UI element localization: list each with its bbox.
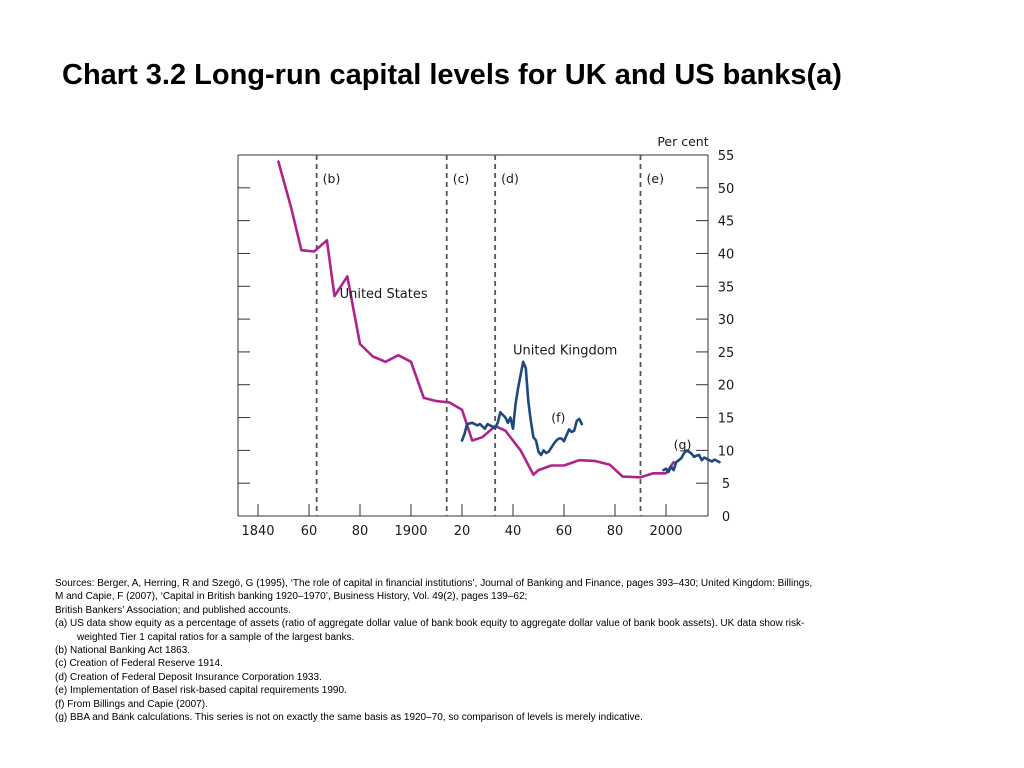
- x-tick-label: 80: [607, 524, 624, 539]
- x-tick-label: 1840: [241, 524, 274, 539]
- source-line: Sources: Berger, A, Herring, R and Szegö…: [55, 578, 813, 589]
- x-tick-label: 60: [556, 524, 573, 539]
- y-tick-label: 50: [718, 182, 735, 197]
- y-tick-label: 30: [718, 313, 735, 328]
- y-tick-label: 40: [718, 247, 735, 262]
- x-tick-label: 80: [352, 524, 369, 539]
- chart-labels: United States United Kingdom (f) (g): [340, 287, 692, 452]
- reference-line-label: (b): [323, 171, 341, 186]
- source-line: British Bankers’ Association; and publis…: [55, 604, 291, 616]
- reference-line-label: (c): [453, 171, 470, 186]
- y-tick-label: 10: [718, 444, 735, 459]
- source-notes: Sources: Berger, A, Herring, R and Szegö…: [55, 577, 955, 724]
- annotation-label: (f): [551, 410, 565, 425]
- footnote-f: (f) From Billings and Capie (2007).: [55, 698, 208, 710]
- reference-line-label: (d): [501, 171, 519, 186]
- x-tick-label: 20: [454, 524, 471, 539]
- y-tick-label: 35: [718, 280, 735, 295]
- y-axis-label: Per cent: [657, 134, 708, 149]
- series-label: United States: [340, 287, 428, 302]
- footnote-c: (c) Creation of Federal Reserve 1914.: [55, 658, 223, 670]
- series-line: [277, 160, 675, 479]
- x-tick-label: 60: [301, 524, 318, 539]
- y-tick-label: 0: [722, 510, 730, 525]
- series-line: [662, 449, 721, 474]
- plot-frame: [237, 154, 709, 517]
- x-tick-label: 2000: [649, 524, 682, 539]
- axis-ticks: 0 5 10 15 20 25 30 35 40 45 50 55 Per cent 1840 60 80 19…: [238, 134, 734, 539]
- chart: (b) (c) (d) (e) 0 5 10 15 20 25 30 35 40 45 50 55 Per c…: [237, 134, 734, 539]
- footnote-g: (g) BBA and Bank calculations. This seri…: [55, 712, 643, 724]
- y-tick-label: 45: [718, 215, 735, 230]
- y-tick-label: 5: [722, 477, 730, 492]
- footnote-b: (b) National Banking Act 1863.: [55, 645, 191, 657]
- source-line: M and Capie, F (2007), ‘Capital in Briti…: [55, 591, 528, 603]
- chart-title: Chart 3.2 Long-run capital levels for UK…: [62, 59, 842, 91]
- y-tick-label: 25: [718, 346, 735, 361]
- footnote-e: (e) Implementation of Basel risk-based c…: [55, 685, 347, 697]
- y-tick-label: 55: [718, 149, 735, 164]
- y-tick-label: 20: [718, 379, 735, 394]
- footnote-a-continued: weighted Tier 1 capital ratios for a sam…: [77, 631, 355, 643]
- reference-lines: (b) (c) (d) (e): [315, 155, 664, 516]
- y-tick-label: 15: [718, 412, 735, 427]
- footnote-a: (a) US data show equity as a percentage …: [55, 618, 805, 630]
- series-lines: [277, 160, 721, 479]
- reference-line-label: (e): [647, 171, 664, 186]
- x-tick-label: 1900: [394, 524, 427, 539]
- series-line: [460, 360, 584, 457]
- x-tick-label: 40: [505, 524, 522, 539]
- footnote-d: (d) Creation of Federal Deposit Insuranc…: [55, 671, 322, 683]
- series-label: United Kingdom: [513, 344, 617, 359]
- annotation-label: (g): [674, 437, 692, 452]
